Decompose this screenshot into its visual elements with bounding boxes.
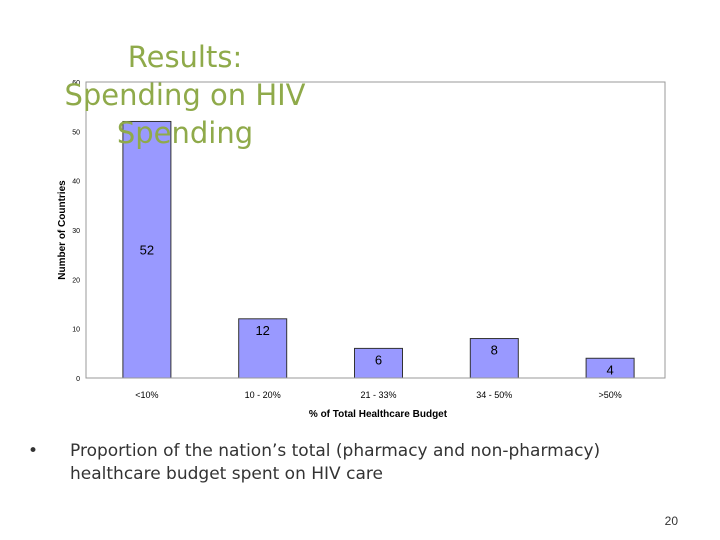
bar [122,120,172,379]
data-label: 4 [606,362,613,377]
y-tick-label: 40 [72,179,80,186]
x-tick-label: 21 - 33% [360,390,396,400]
slide-title: Results: Spending on HIV Spending [64,40,306,150]
plot-area [85,81,666,379]
y-tick-label: 20 [72,277,80,284]
x-tick-label: <10% [135,390,158,400]
bullet-mark: • [28,441,39,461]
data-label: 8 [491,343,498,358]
data-labels: 52 12 6 8 4 [140,243,614,378]
bullet-text: Proportion of the nation’s total (pharma… [70,441,601,484]
y-tick-label: 60 [72,80,80,87]
x-axis-label: % of Total Healthcare Budget [309,409,448,420]
y-axis-ticks: 0 10 20 30 40 50 60 [72,80,80,383]
x-tick-label: 10 - 20% [245,390,281,400]
data-label: 12 [255,323,269,338]
data-label: 6 [375,352,382,367]
y-tick-label: 10 [72,327,80,334]
bar [469,338,519,379]
y-tick-label: 30 [72,228,80,235]
bars [122,120,635,379]
bar [238,318,288,379]
x-tick-label: 34 - 50% [476,390,512,400]
bar-chart: 0 10 20 30 40 50 60 <10% 10 - 20% 21 - 33% 34 - 5… [57,80,666,420]
x-tick-labels: <10% 10 - 20% 21 - 33% 34 - 50% >50% [135,390,621,400]
bar [354,347,403,379]
x-tick-label: >50% [598,390,621,400]
y-tick-label: 0 [76,376,80,383]
y-axis-label: Number of Countries [57,180,68,280]
page-number: 20 [664,514,678,528]
data-label: 52 [140,243,154,258]
y-tick-label: 50 [72,129,80,136]
